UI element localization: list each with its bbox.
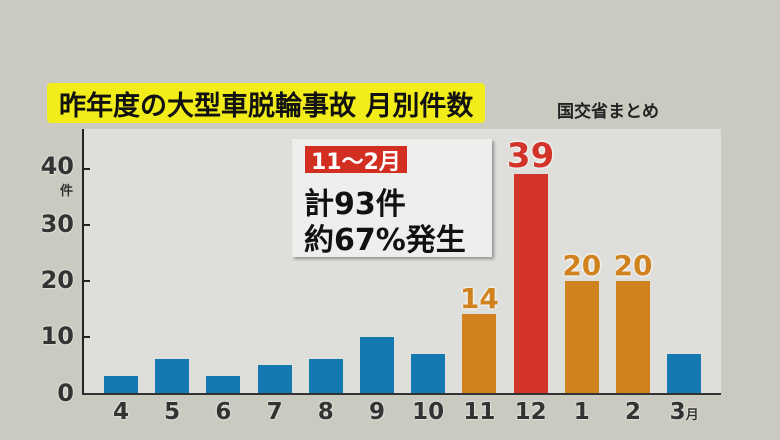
bar-month-4 (104, 376, 138, 393)
x-tick-label: 8 (317, 399, 334, 425)
bar-month-12 (513, 173, 548, 393)
x-tick-label: 7 (266, 399, 283, 425)
bar-month-11 (462, 314, 497, 393)
bar-month-7 (257, 364, 292, 393)
x-tick-label: 11 (463, 399, 496, 425)
y-tick (84, 336, 90, 338)
y-axis (82, 129, 84, 395)
y-tick (84, 280, 90, 282)
bar-month-8 (308, 359, 343, 393)
y-tick-label: 30 (40, 210, 74, 238)
x-tick-label: 6 (215, 399, 232, 425)
value-label: 14 (459, 282, 499, 316)
x-tick-label: 3月 (669, 399, 699, 425)
y-tick (84, 168, 90, 170)
bar-month-3 (667, 353, 702, 393)
summary-callout: 11〜2月 計93件 約67%発生 (292, 139, 492, 258)
value-label: 20 (613, 248, 653, 282)
value-label: 39 (506, 135, 555, 176)
bar-month-6 (206, 376, 241, 393)
x-unit-label: 月 (685, 408, 699, 423)
x-tick-label: 2 (624, 399, 641, 425)
bar-month-10 (411, 353, 446, 393)
y-tick (84, 224, 90, 226)
value-label: 20 (562, 248, 602, 282)
bar-month-2 (616, 280, 650, 393)
bar-month-9 (360, 336, 394, 393)
source-label: 国交省まとめ (557, 102, 659, 122)
chart-title: 昨年度の大型車脱輪事故 月別件数 (59, 90, 474, 122)
bar-month-5 (155, 359, 190, 393)
total-count-text: 計93件 (304, 187, 406, 222)
y-tick-label: 20 (40, 266, 74, 294)
x-tick-label: 5 (164, 399, 181, 425)
y-tick-label: 0 (57, 379, 74, 407)
x-tick-label: 4 (112, 399, 129, 425)
bar-month-1 (564, 280, 599, 393)
chart-title-box: 昨年度の大型車脱輪事故 月別件数 (47, 83, 486, 123)
x-tick-label: 12 (514, 399, 547, 425)
y-tick-label: 10 (40, 322, 74, 350)
x-tick-label: 1 (573, 399, 590, 425)
period-tag: 11〜2月 (305, 146, 407, 175)
x-tick-label: 10 (412, 399, 445, 425)
percentage-text: 約67%発生 (304, 223, 466, 258)
y-unit-label: 件 (60, 184, 74, 199)
x-tick-label: 9 (368, 399, 385, 425)
x-axis (82, 393, 721, 395)
y-tick-label: 40 (40, 152, 74, 180)
